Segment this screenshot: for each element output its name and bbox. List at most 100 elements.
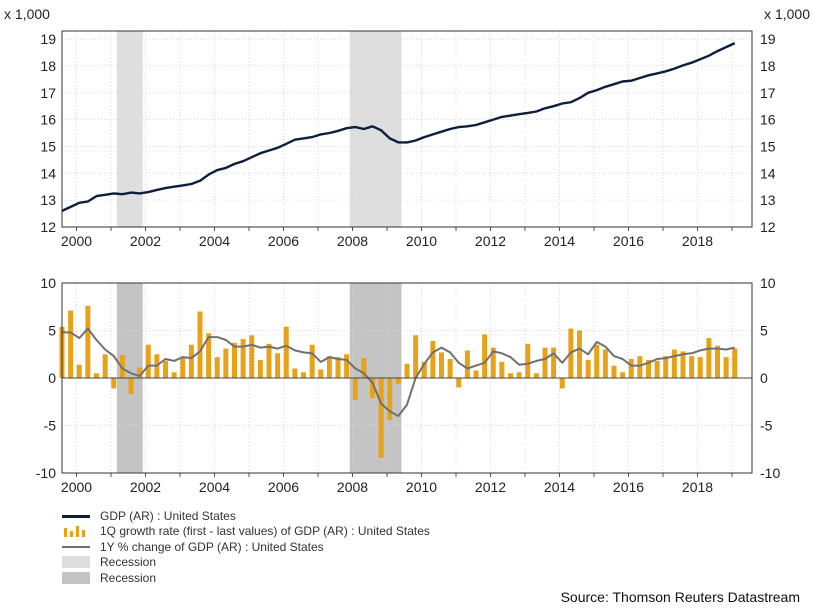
gdp-y-tick-left: 17 xyxy=(40,85,56,101)
growth-bar xyxy=(628,359,634,378)
gdp-y-tick-right: 14 xyxy=(760,165,776,181)
growth-bar xyxy=(85,305,91,378)
gdp-y-tick-left: 13 xyxy=(40,192,56,208)
growth-bar xyxy=(490,347,496,378)
gdp-x-tick-label: 2000 xyxy=(61,233,92,249)
gdp-series-line-0 xyxy=(61,42,736,212)
growth-bar xyxy=(482,334,488,378)
growth-bar xyxy=(119,355,125,378)
growth-bar xyxy=(378,378,384,458)
growth-bar xyxy=(576,330,583,378)
growth-y-tick-left: 5 xyxy=(48,323,56,339)
gdp-y-tick-left: 12 xyxy=(40,219,56,235)
gdp-y-tick-left: 15 xyxy=(40,138,56,154)
growth-bar xyxy=(197,311,203,378)
legend-item-gdp: GDP (AR) : United States xyxy=(62,508,430,524)
growth-x-tick-label: 2016 xyxy=(613,479,644,495)
growth-bar xyxy=(249,335,255,378)
gdp-x-tick-label: 2012 xyxy=(475,233,506,249)
growth-bar xyxy=(663,356,669,378)
gdp-y-tick-left: 14 xyxy=(40,165,56,181)
growth-bar xyxy=(516,372,522,378)
growth-bar xyxy=(76,364,82,378)
growth-x-tick-label: 2010 xyxy=(406,479,437,495)
growth-bar xyxy=(447,359,453,378)
gdp-y-tick-left: 18 xyxy=(40,58,56,74)
growth-bar xyxy=(637,356,643,378)
growth-bar xyxy=(257,359,263,378)
gdp-y-tick-right: 12 xyxy=(760,219,776,235)
gdp-y-tick-right: 17 xyxy=(760,85,776,101)
growth-bar xyxy=(473,370,479,378)
legend-item-recession-light: Recession xyxy=(62,555,430,571)
gdp-y-tick-right: 13 xyxy=(760,192,776,208)
gdp-y-tick-left: 16 xyxy=(40,112,56,128)
growth-x-tick-label: 2012 xyxy=(475,479,506,495)
growth-bar xyxy=(111,378,117,389)
growth-bar xyxy=(352,378,358,400)
growth-y-tick-right: 5 xyxy=(760,323,768,339)
growth-bar xyxy=(706,338,712,378)
growth-bar xyxy=(559,378,565,389)
growth-bar xyxy=(525,343,531,378)
gdp-x-tick-label: 2014 xyxy=(544,233,575,249)
chart-canvas: 12 12 13 13 14 14 15 15 16 16 17 17 18 18 19 19 2000 2002… xyxy=(4,6,810,495)
gdp-x-tick-label: 2002 xyxy=(130,233,161,249)
growth-bar xyxy=(438,352,445,378)
growth-x-tick-label: 2006 xyxy=(268,479,299,495)
gdp-unit-label-right: x 1,000 xyxy=(764,6,810,22)
gdp-x-tick-label: 2010 xyxy=(406,233,437,249)
growth-bar xyxy=(671,349,677,378)
growth-y-tick-right: -5 xyxy=(760,418,773,434)
legend-label-recession-dark: Recession xyxy=(100,570,157,585)
growth-bar xyxy=(68,310,74,378)
growth-bar xyxy=(602,349,608,378)
growth-bar xyxy=(231,342,238,378)
gdp-x-tick-label: 2018 xyxy=(682,233,713,249)
growth-bar xyxy=(611,365,617,378)
growth-bar xyxy=(697,357,703,378)
growth-x-tick-label: 2002 xyxy=(130,479,161,495)
growth-bar xyxy=(456,378,462,388)
growth-bar xyxy=(620,372,626,378)
growth-bar xyxy=(240,339,246,378)
growth-bar xyxy=(507,373,514,378)
gdp-unit-label-left: x 1,000 xyxy=(4,6,50,22)
gdp-x-tick-label: 2008 xyxy=(337,233,368,249)
legend-label-gdp: GDP (AR) : United States xyxy=(100,508,236,523)
gdp-recession-band-0 xyxy=(116,31,143,227)
gdp-plot-area xyxy=(62,31,752,227)
growth-bar xyxy=(369,378,376,398)
growth-bar xyxy=(344,354,350,378)
growth-bar xyxy=(309,344,315,378)
gdp-y-tick-left: 19 xyxy=(40,31,56,47)
legend-swatch-yoy-line xyxy=(62,541,92,553)
growth-x-tick-label: 2008 xyxy=(337,479,368,495)
gdp-y-tick-right: 18 xyxy=(760,58,776,74)
growth-bar xyxy=(404,363,410,378)
growth-bar xyxy=(223,348,229,378)
growth-bar xyxy=(102,354,108,378)
gdp-x-tick-label: 2016 xyxy=(613,233,644,249)
chart-legend: GDP (AR) : United States 1Q growth rate … xyxy=(62,508,430,586)
growth-y-tick-left: -5 xyxy=(44,418,57,434)
growth-y-tick-right: 0 xyxy=(760,370,768,386)
gdp-x-tick-label: 2004 xyxy=(199,233,230,249)
growth-bar xyxy=(680,351,686,378)
growth-bar xyxy=(318,369,324,378)
growth-bar xyxy=(464,350,470,378)
growth-bar xyxy=(335,357,341,378)
growth-bar xyxy=(689,356,695,378)
growth-bar xyxy=(387,378,393,420)
growth-bar xyxy=(413,335,419,378)
growth-bar xyxy=(206,333,212,378)
gdp-y-tick-right: 16 xyxy=(760,112,776,128)
growth-bar xyxy=(421,361,427,378)
legend-item-quarterly-growth: 1Q growth rate (first - last values) of … xyxy=(62,524,430,540)
growth-bar xyxy=(275,353,281,378)
growth-bar xyxy=(533,373,539,378)
legend-swatch-recession-dark xyxy=(62,571,92,584)
growth-bar xyxy=(585,359,591,378)
growth-bar xyxy=(594,344,600,378)
growth-y-tick-left: -10 xyxy=(36,465,56,481)
